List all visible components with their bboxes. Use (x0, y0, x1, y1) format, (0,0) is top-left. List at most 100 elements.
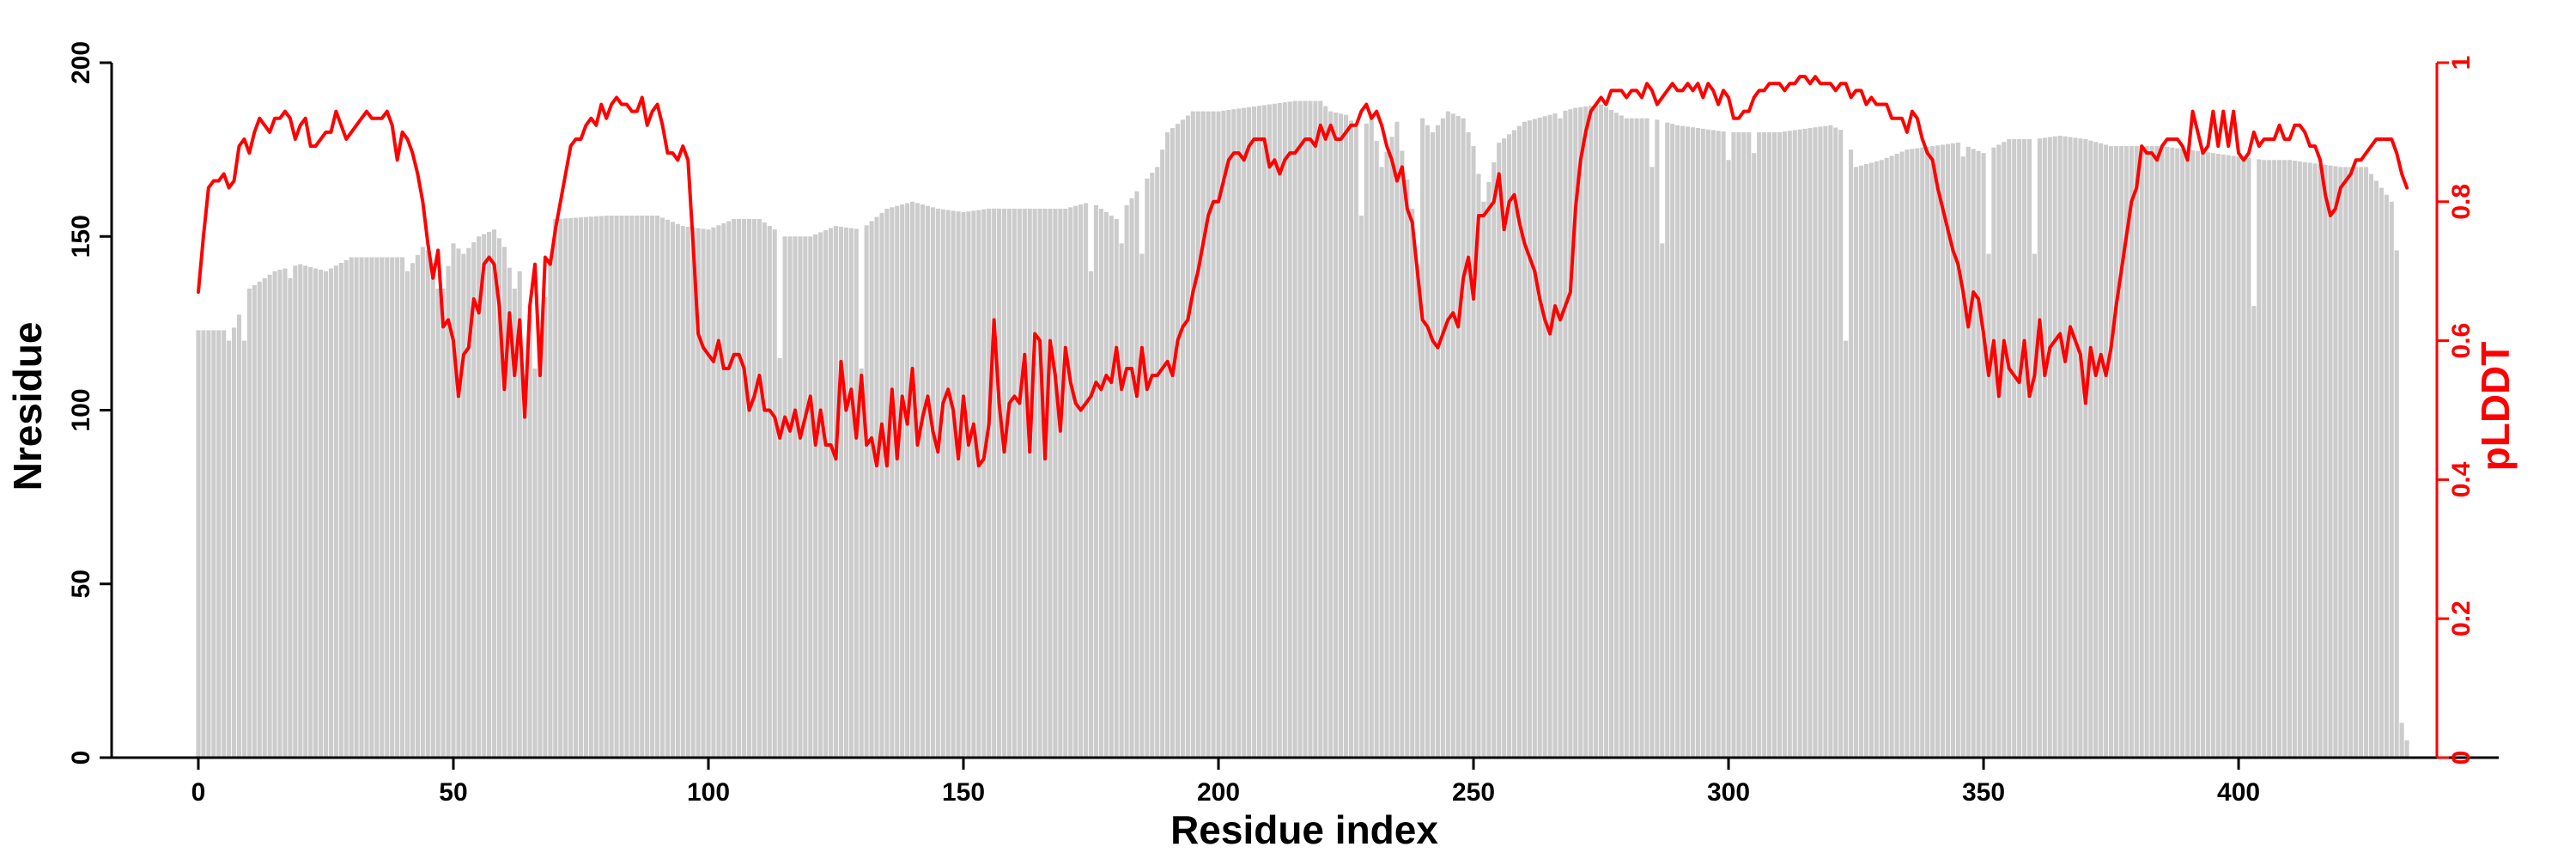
bar (2068, 137, 2073, 758)
bar (1552, 113, 1558, 758)
bar (1945, 143, 1951, 758)
bar (425, 250, 430, 758)
bar (675, 223, 680, 758)
bar (1868, 162, 1874, 758)
bar (854, 228, 859, 758)
bar (2180, 149, 2185, 758)
x-axis-title: Residue index (1170, 807, 1438, 852)
bar (721, 222, 726, 758)
bar (283, 268, 288, 758)
bar (1394, 121, 1400, 758)
bar (2379, 187, 2384, 758)
bar (1960, 156, 1965, 758)
left-y-tick-label: 100 (67, 388, 95, 431)
bar (2063, 136, 2068, 758)
bar (1879, 160, 1884, 758)
bar (1507, 134, 1512, 758)
right-y-tick-label: 0.8 (2447, 184, 2476, 220)
bar (1129, 198, 1134, 758)
bar (2170, 147, 2175, 758)
bar (1297, 101, 1303, 758)
bar (981, 209, 987, 758)
bar (2312, 163, 2318, 758)
bar (1420, 118, 1425, 758)
bar (1849, 149, 1854, 758)
bar (2262, 160, 2267, 758)
bar (196, 330, 201, 758)
bar (1145, 178, 1150, 758)
bar (1940, 144, 1946, 758)
bar (272, 271, 277, 758)
bar (288, 277, 293, 758)
bar (598, 216, 604, 758)
bar (354, 257, 359, 758)
bar (1261, 105, 1267, 758)
bar (777, 357, 782, 758)
bar (1603, 107, 1609, 758)
bar (619, 215, 624, 758)
bar (563, 218, 568, 758)
bar (798, 236, 803, 758)
bar (1589, 106, 1594, 758)
bar (491, 229, 497, 758)
bar (2099, 143, 2104, 758)
bar (2195, 150, 2201, 758)
bar (1160, 149, 1165, 758)
bar (1955, 143, 1960, 758)
bar (1001, 208, 1007, 758)
bar (1828, 125, 1833, 758)
bar (1771, 131, 1777, 758)
bar (2215, 153, 2221, 758)
axes: 0 50 100 150 200 0 50 100 150 200 250 300 350 400 0 0.2… (67, 41, 2499, 807)
bar (2078, 138, 2083, 758)
bar (762, 222, 767, 758)
bar (2297, 161, 2302, 758)
bar (1619, 115, 1624, 758)
bar (2236, 156, 2241, 758)
bar (624, 215, 629, 758)
bar (609, 215, 614, 758)
bar (430, 263, 435, 758)
bar (890, 207, 895, 758)
bar (201, 330, 206, 758)
bar (1629, 118, 1634, 758)
bar (395, 257, 400, 758)
bar (1037, 208, 1042, 758)
bar (1226, 110, 1231, 758)
bar (1863, 164, 1868, 758)
left-y-tick-label: 0 (67, 751, 95, 765)
bar (343, 259, 349, 758)
bar (1787, 131, 1792, 758)
bar (1180, 119, 1185, 758)
bar (1068, 207, 1073, 758)
bar (543, 297, 548, 758)
bar (2354, 167, 2359, 758)
bar (1200, 111, 1206, 758)
bar (2088, 140, 2093, 758)
bar (1303, 101, 1308, 758)
bar (2205, 152, 2210, 758)
bar (1430, 131, 1436, 758)
right-y-tick-label: 0.4 (2447, 461, 2476, 497)
bar (267, 274, 272, 758)
bar (574, 217, 579, 758)
bar (1634, 118, 1639, 758)
bar (1594, 105, 1599, 758)
bar (914, 203, 920, 758)
bar (1277, 102, 1282, 758)
bar (1573, 107, 1578, 758)
bar (1405, 180, 1410, 758)
bar (905, 203, 910, 758)
bar (2017, 138, 2022, 758)
bar (640, 215, 645, 758)
bar (1981, 153, 1986, 758)
bar (1685, 126, 1691, 758)
bar (920, 204, 926, 758)
bar (935, 208, 940, 758)
bar (1767, 131, 1772, 758)
bar (2307, 162, 2312, 758)
bar (1343, 114, 1349, 758)
bar (1675, 125, 1680, 758)
bar (1252, 106, 1257, 758)
bar (690, 227, 696, 758)
